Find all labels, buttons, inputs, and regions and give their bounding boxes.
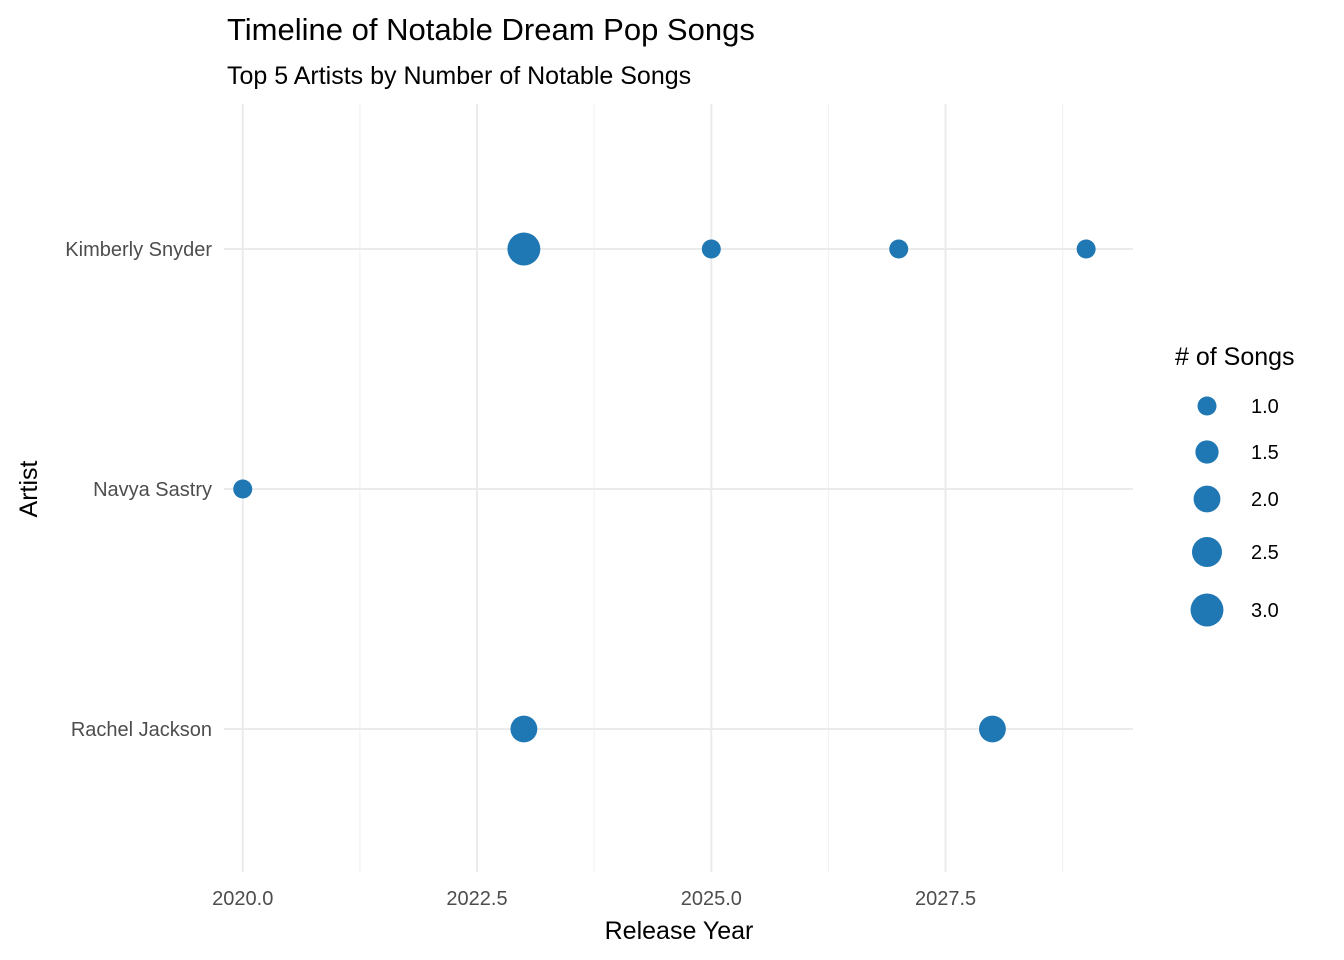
legend-key (1197, 396, 1217, 416)
data-points (233, 232, 1096, 743)
legend-key (1190, 593, 1224, 627)
size-legend: # of Songs 1.0 1.5 2.0 2.5 3.0 (1175, 343, 1295, 627)
data-point (233, 479, 253, 499)
data-point (510, 715, 538, 743)
x-tick-label: 2025.0 (681, 888, 742, 910)
data-point (978, 715, 1006, 743)
data-point (1076, 239, 1096, 259)
data-point (701, 239, 721, 259)
y-axis-title: Artist (15, 460, 43, 517)
legend-label: 1.5 (1251, 442, 1279, 464)
data-point (889, 239, 909, 259)
x-tick-label: 2022.5 (446, 888, 507, 910)
y-tick-label: Kimberly Snyder (65, 239, 212, 261)
legend-label: 3.0 (1251, 600, 1279, 622)
x-axis-title: Release Year (605, 917, 754, 945)
x-tick-label: 2020.0 (212, 888, 273, 910)
chart-title: Timeline of Notable Dream Pop Songs (227, 12, 755, 47)
y-tick-label: Rachel Jackson (71, 719, 212, 741)
legend-key (1191, 536, 1223, 568)
chart-subtitle: Top 5 Artists by Number of Notable Songs (227, 62, 691, 90)
plot-grid (224, 104, 1133, 872)
y-tick-label: Navya Sastry (93, 479, 212, 501)
legend-title: # of Songs (1175, 343, 1295, 371)
x-axis-ticks: 2020.0 2022.5 2025.0 2027.5 (212, 888, 976, 910)
x-tick-label: 2027.5 (915, 888, 976, 910)
legend-key (1195, 440, 1219, 464)
legend-label: 2.5 (1251, 542, 1279, 564)
data-point (507, 232, 541, 266)
y-axis-ticks: Kimberly Snyder Navya Sastry Rachel Jackso… (65, 239, 212, 741)
legend-label: 1.0 (1251, 396, 1279, 418)
legend-label: 2.0 (1251, 489, 1279, 511)
legend-key (1193, 485, 1221, 513)
